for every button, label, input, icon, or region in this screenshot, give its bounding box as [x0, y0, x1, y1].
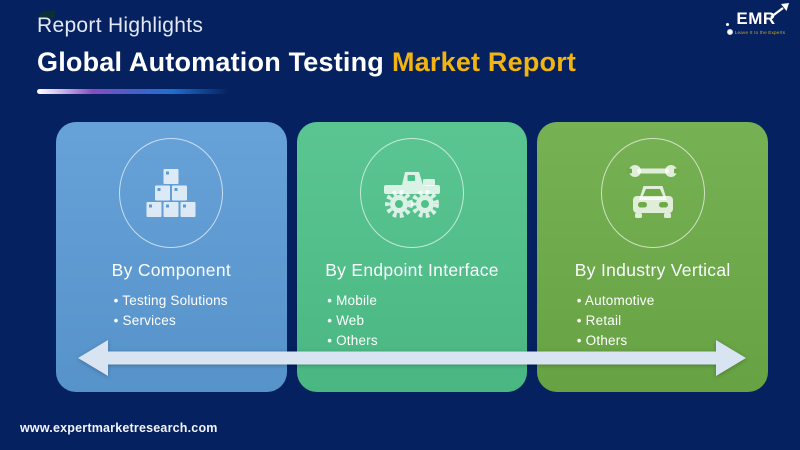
card-by-industry-vertical: By Industry Vertical Automotive Retail O…	[537, 122, 769, 392]
list-item: Automotive	[577, 291, 731, 311]
list-item: Services	[114, 311, 231, 331]
page-title: Global Automation Testing Market Report	[37, 47, 576, 78]
list-item: Others	[327, 331, 499, 351]
card-by-endpoint-interface: By Endpoint Interface Mobile Web Others	[296, 122, 528, 392]
card-items: Mobile Web Others	[327, 291, 499, 351]
logo-dot	[726, 23, 729, 26]
card-items: Automotive Retail Others	[577, 291, 731, 351]
logo-tagline-icon	[726, 29, 733, 35]
list-item: Web	[327, 311, 499, 331]
card-by-component: By Component Testing Solutions Services	[56, 122, 287, 392]
list-item: Others	[577, 331, 731, 351]
card-icon-ring	[119, 138, 224, 248]
double-arrow-shape	[78, 340, 746, 376]
list-item: Retail	[577, 311, 731, 331]
double-arrow	[78, 340, 746, 376]
stacked-boxes-icon	[146, 169, 196, 217]
title-underline-gradient	[37, 89, 235, 94]
page-title-main: Global Automation Testing	[37, 47, 384, 77]
emr-logo: EMR Leave It to the Experts	[724, 3, 789, 35]
report-kicker: Report Highlights	[37, 14, 204, 37]
segment-cards-row: By Component Testing Solutions Services	[56, 122, 769, 392]
monster-truck-icon	[384, 172, 440, 218]
card-heading: By Endpoint Interface	[325, 260, 499, 280]
card-icon-ring	[360, 138, 464, 248]
card-icon-ring	[600, 138, 705, 248]
page-title-accent: Market Report	[391, 47, 577, 77]
list-item: Mobile	[327, 291, 499, 311]
logo-growth-arrow-icon	[770, 3, 789, 18]
website-url: www.expertmarketresearch.com	[20, 421, 218, 435]
car-service-icon	[626, 165, 680, 218]
list-item: Testing Solutions	[114, 291, 231, 311]
card-heading: By Industry Vertical	[574, 260, 731, 280]
logo-text: EMR	[736, 9, 776, 28]
card-heading: By Component	[111, 260, 232, 280]
logo-tagline: Leave It to the Experts	[734, 29, 786, 35]
card-items: Testing Solutions Services	[114, 291, 231, 331]
